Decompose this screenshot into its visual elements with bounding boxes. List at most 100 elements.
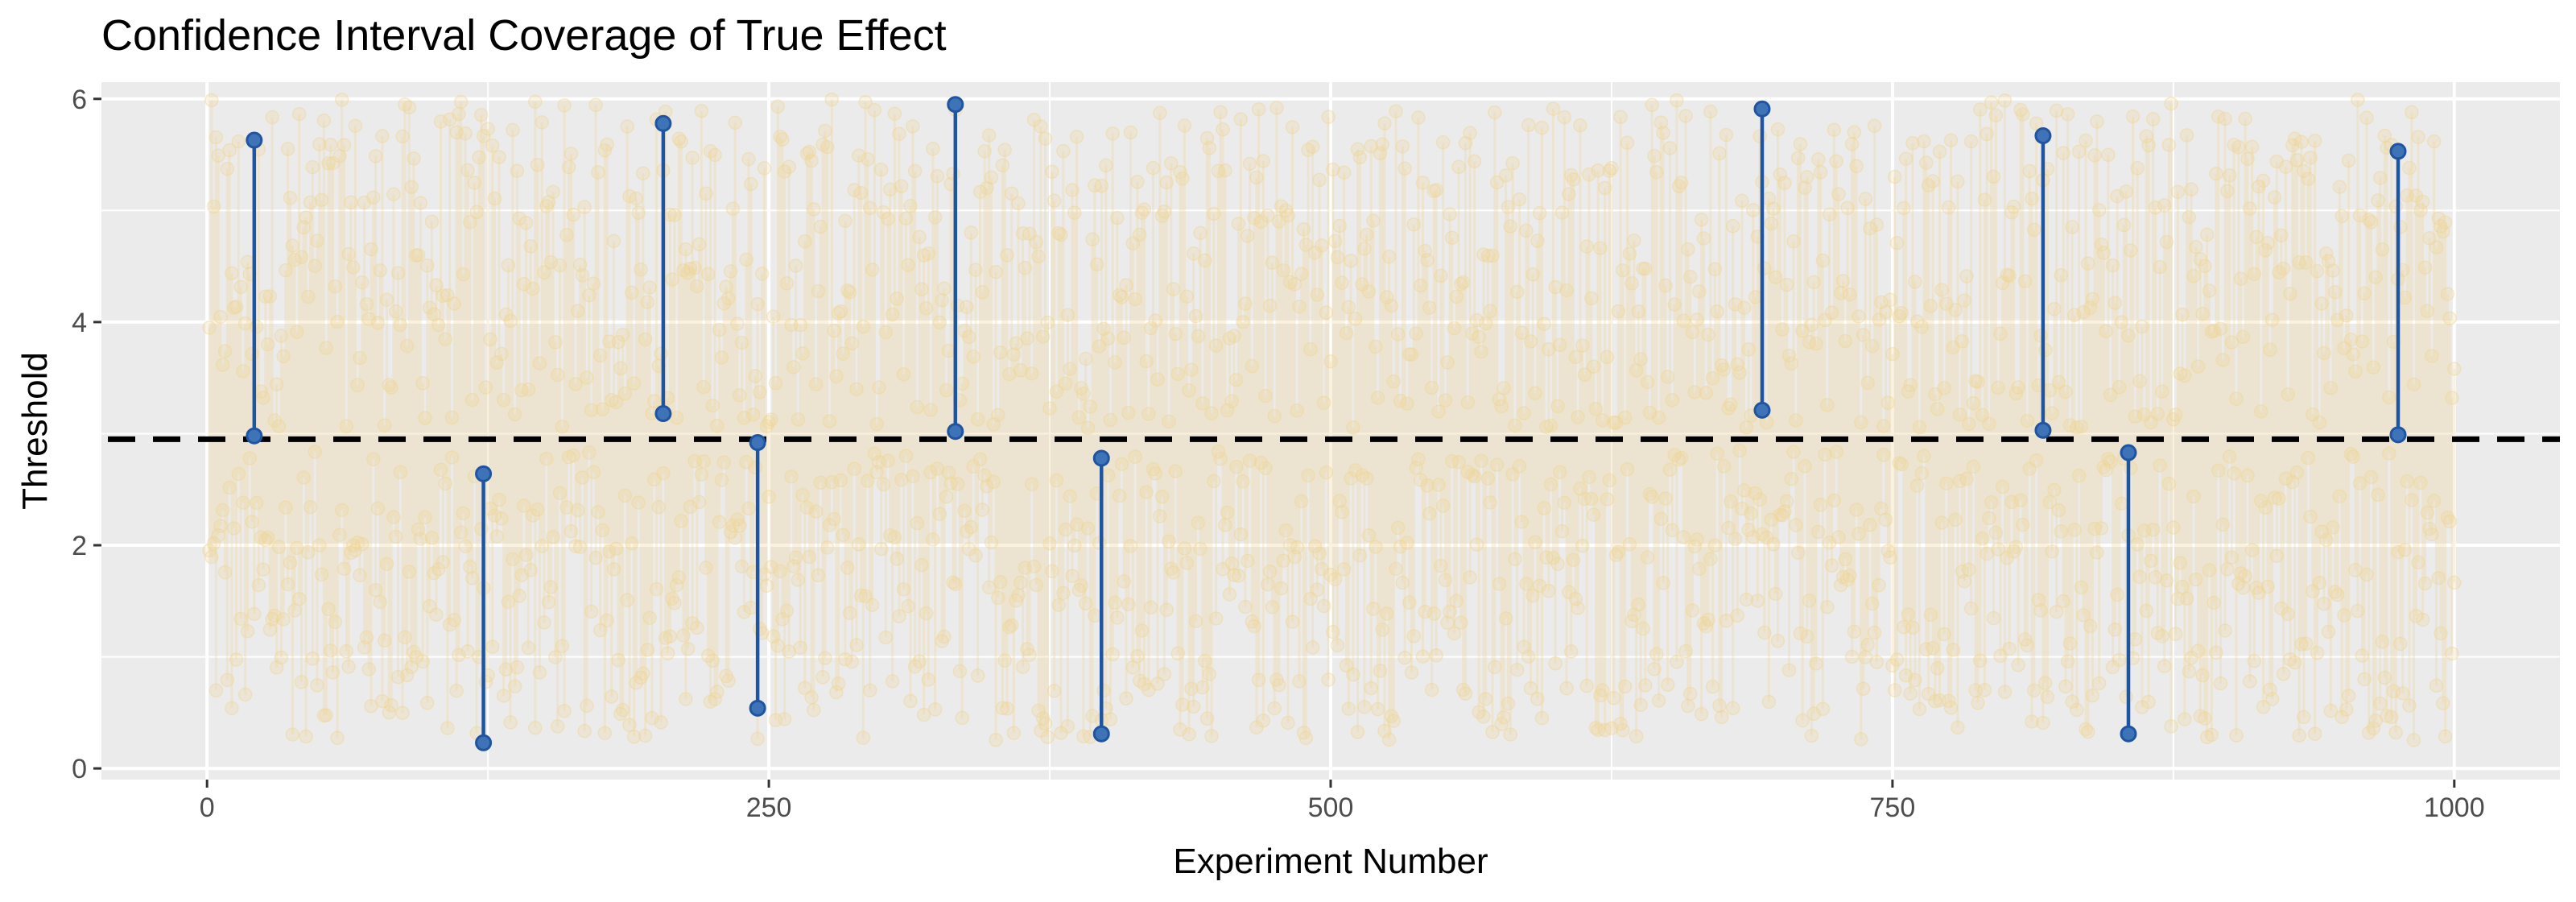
- covering-interval-point: [1373, 146, 1388, 161]
- covering-interval-point: [1191, 515, 1206, 530]
- covering-interval-point: [258, 289, 273, 304]
- covering-interval-point: [1224, 556, 1239, 571]
- covering-interval-point: [1310, 582, 1325, 598]
- covering-interval-point: [1703, 552, 1718, 566]
- covering-interval-point: [1123, 539, 1138, 553]
- covering-interval-point: [1898, 151, 1913, 166]
- covering-interval-point: [357, 640, 372, 655]
- covering-interval-point: [829, 685, 844, 700]
- covering-interval-point: [1979, 126, 1994, 142]
- covering-interval-point: [510, 163, 525, 179]
- covering-interval-point: [1710, 446, 1724, 461]
- covering-interval-point: [1285, 614, 1300, 629]
- covering-interval-point: [2222, 449, 2237, 464]
- covering-interval-point: [2303, 150, 2318, 165]
- covering-interval-point: [510, 660, 525, 675]
- covering-interval-point: [2006, 544, 2021, 559]
- covering-interval-point: [1773, 168, 1788, 182]
- covering-interval-point: [2445, 391, 2459, 405]
- covering-interval-point: [1620, 135, 1635, 150]
- covering-interval-point: [2247, 267, 2262, 281]
- covering-interval-point: [840, 283, 855, 298]
- covering-interval-point: [564, 523, 579, 539]
- covering-interval-point: [1694, 706, 1709, 722]
- covering-interval-point: [283, 190, 298, 205]
- covering-interval-point: [1380, 290, 1394, 304]
- covering-interval-point: [1159, 602, 1174, 617]
- covering-interval-point: [1303, 591, 1318, 606]
- covering-interval-point: [1670, 655, 1684, 669]
- covering-interval-point: [1038, 131, 1053, 146]
- covering-interval-point: [202, 321, 217, 335]
- covering-interval-point: [1179, 289, 1195, 304]
- covering-interval-point: [514, 383, 529, 398]
- covering-interval-point: [1835, 274, 1851, 288]
- covering-interval-point: [2087, 521, 2102, 536]
- covering-interval-point: [1188, 308, 1203, 324]
- covering-interval-point: [981, 128, 997, 143]
- covering-interval-point: [2346, 449, 2360, 464]
- covering-interval-point: [1026, 559, 1042, 574]
- covering-interval-point: [1336, 165, 1352, 180]
- covering-interval-point: [2136, 523, 2152, 538]
- covering-interval-point: [2417, 576, 2433, 591]
- covering-interval-point: [768, 376, 783, 391]
- covering-interval-point: [700, 648, 716, 664]
- y-axis-title: Threshold: [15, 352, 55, 510]
- covering-interval-point: [867, 446, 882, 461]
- covering-interval-point: [750, 731, 765, 747]
- covering-interval-point: [1905, 620, 1920, 635]
- covering-interval-point: [271, 540, 287, 555]
- covering-interval-point: [1912, 420, 1927, 435]
- covering-interval-point: [449, 125, 464, 140]
- covering-interval-point: [2002, 641, 2017, 656]
- covering-interval-point: [2395, 686, 2410, 701]
- covering-interval-point: [402, 100, 417, 115]
- covering-interval-point: [1004, 618, 1019, 632]
- covering-interval-point: [1939, 296, 1954, 311]
- covering-interval-point: [521, 640, 536, 656]
- covering-interval-point: [2083, 619, 2098, 634]
- covering-interval-point: [521, 382, 536, 397]
- covering-interval-point: [489, 529, 505, 544]
- covering-interval-point: [271, 419, 287, 434]
- covering-interval-point: [961, 329, 976, 345]
- covering-interval-point: [2330, 312, 2345, 328]
- covering-interval-point: [1789, 413, 1803, 428]
- covering-interval-point: [773, 129, 787, 144]
- covering-interval-point: [1251, 101, 1266, 117]
- covering-interval-point: [1701, 327, 1715, 342]
- covering-interval-point: [460, 644, 475, 659]
- covering-interval-point: [1240, 553, 1255, 569]
- covering-interval-point: [631, 495, 646, 510]
- covering-interval-point: [2150, 626, 2165, 640]
- covering-interval-point: [1143, 321, 1158, 336]
- covering-interval-point: [696, 379, 711, 395]
- covering-interval-point: [972, 184, 988, 199]
- covering-interval-point: [1216, 562, 1230, 577]
- covering-interval-point: [2099, 462, 2113, 478]
- covering-interval-point: [2071, 468, 2087, 483]
- covering-interval-point: [2175, 307, 2190, 322]
- covering-interval-point: [1402, 595, 1417, 610]
- covering-interval-point: [993, 575, 1008, 590]
- covering-interval-point: [907, 659, 923, 674]
- covering-interval-point: [2231, 577, 2246, 591]
- covering-interval-point: [463, 560, 477, 574]
- covering-interval-point: [345, 538, 361, 553]
- covering-interval-point: [699, 561, 713, 575]
- covering-interval-point: [1058, 522, 1073, 537]
- covering-interval-point: [1542, 341, 1556, 357]
- covering-interval-point: [1575, 338, 1590, 353]
- covering-interval-point: [827, 511, 841, 527]
- covering-interval-point: [1496, 710, 1511, 725]
- covering-interval-point: [1748, 486, 1763, 500]
- covering-interval-point: [1724, 397, 1738, 412]
- covering-interval-point: [323, 643, 338, 658]
- covering-interval-point: [827, 323, 841, 338]
- covering-interval-point: [2027, 683, 2041, 697]
- covering-interval-point: [685, 616, 700, 631]
- covering-interval-point: [730, 512, 745, 527]
- covering-interval-point: [1006, 726, 1022, 740]
